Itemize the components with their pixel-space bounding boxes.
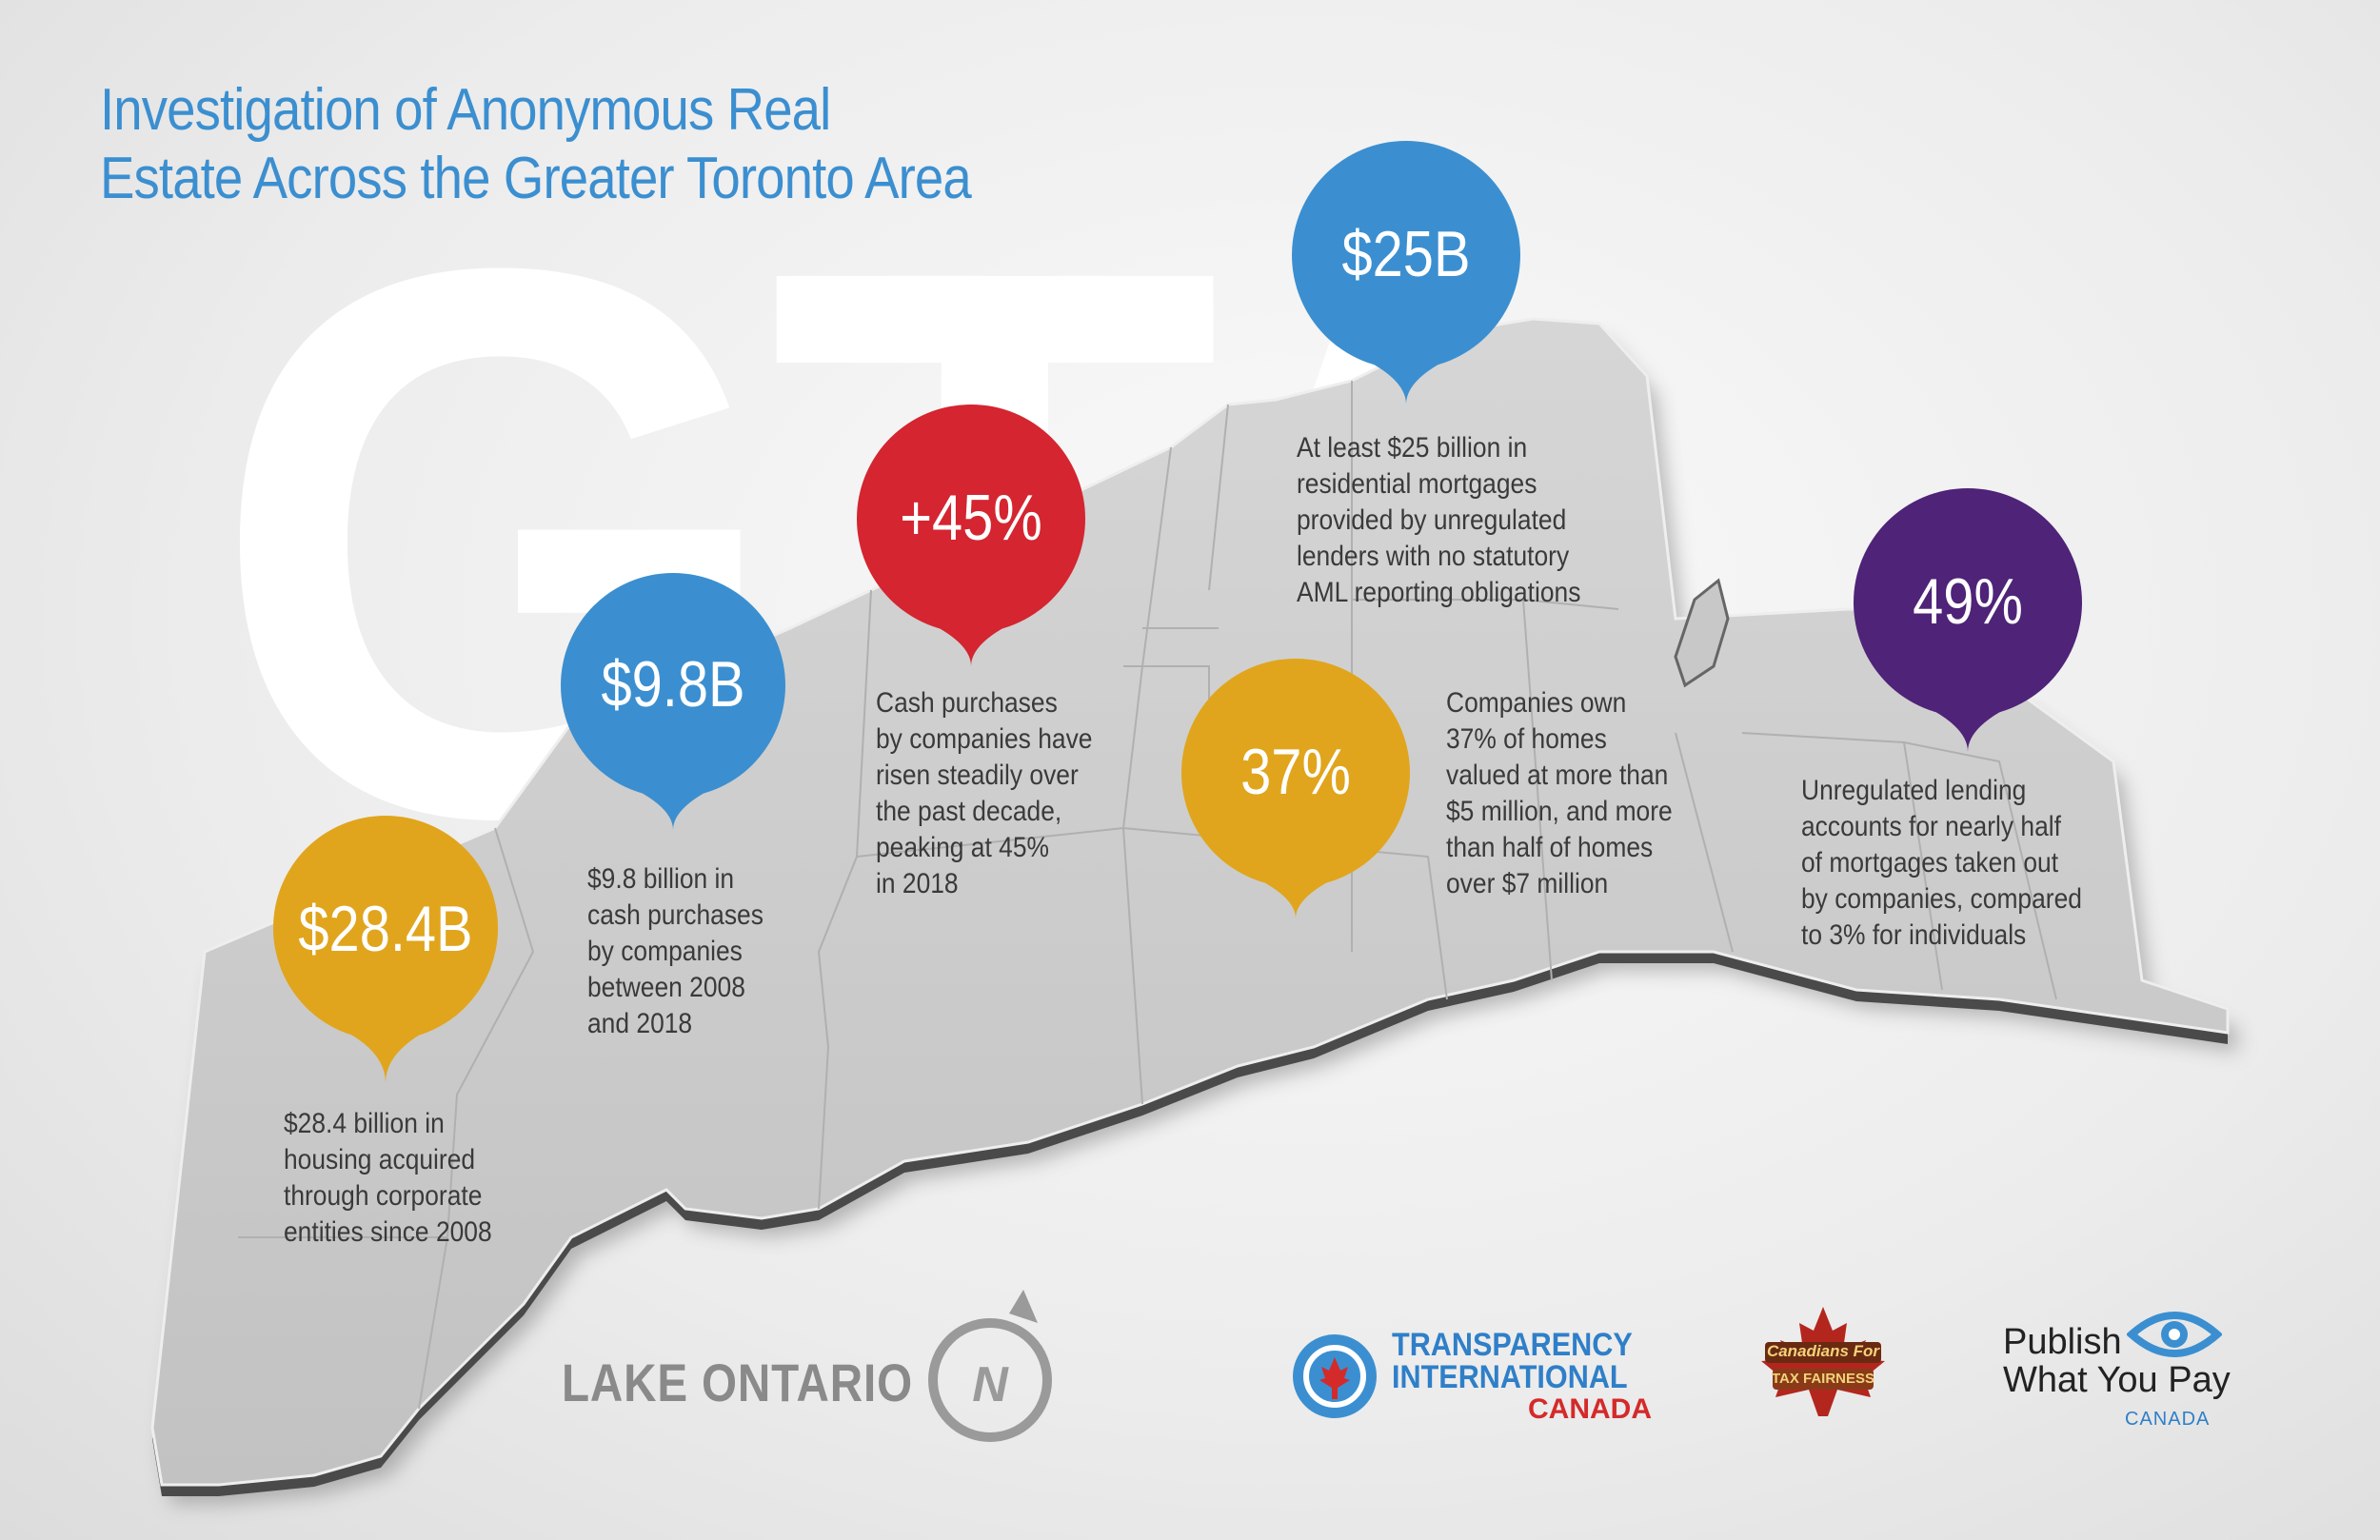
stat-value-5: 37% <box>1240 736 1351 808</box>
compass-letter: N <box>972 1357 1009 1412</box>
caption-line: $28.4 billion in <box>284 1108 445 1139</box>
ti-line-2: INTERNATIONAL <box>1392 1359 1628 1395</box>
caption-line: 37% of homes <box>1446 723 1607 755</box>
caption-line: lenders with no statutory <box>1297 541 1570 572</box>
title-line-2: Estate Across the Greater Toronto Area <box>100 146 972 211</box>
stat-caption-4: At least $25 billion in residential mort… <box>1297 430 1580 611</box>
title-line-1: Investigation of Anonymous Real <box>100 77 831 143</box>
pin-marker <box>1854 488 2082 717</box>
ti-globe-icon <box>1293 1334 1377 1418</box>
caption-line: risen steadily over <box>876 760 1079 791</box>
caption-line: entities since 2008 <box>284 1216 492 1248</box>
caption-line: valued at more than <box>1446 760 1669 791</box>
caption-line: by companies <box>587 936 743 967</box>
eye-icon <box>2127 1312 2222 1357</box>
cftf-line-2: TAX FAIRNESS <box>1771 1371 1875 1387</box>
stat-caption-6: Unregulated lending accounts for nearly … <box>1801 773 2082 954</box>
pwyp-line-3: CANADA <box>2125 1409 2211 1430</box>
pin-marker <box>1181 659 1410 887</box>
pin-tail <box>324 1020 447 1083</box>
stat-value-4: $25B <box>1341 218 1471 290</box>
caption-line: of mortgages taken out <box>1801 847 2059 879</box>
map-boundaries <box>238 381 2057 1410</box>
caption-line: through corporate <box>284 1180 483 1212</box>
ti-line-3: CANADA <box>1528 1393 1652 1425</box>
caption-line: residential mortgages <box>1297 468 1537 500</box>
stat-caption-1: $28.4 billion in housing acquired throug… <box>284 1106 492 1251</box>
stat-value-3: +45% <box>900 482 1042 554</box>
caption-line: peaking at 45% <box>876 832 1050 863</box>
compass-icon: N <box>928 1290 1052 1442</box>
pin-marker <box>857 405 1085 633</box>
caption-line: between 2008 <box>587 972 745 1003</box>
map-island <box>1674 578 1730 688</box>
pin-marker <box>561 573 785 798</box>
caption-line: than half of homes <box>1446 832 1654 863</box>
pin-marker <box>1292 141 1520 369</box>
canadians-for-tax-fairness-logo: Canadians For TAX FAIRNESS <box>1752 1302 1894 1426</box>
stat-value-6: 49% <box>1913 565 2023 638</box>
ti-line-1: TRANSPARENCY <box>1392 1327 1633 1363</box>
publish-what-you-pay-logo: Publish What You Pay CANADA <box>2003 1306 2251 1439</box>
stat-caption-5: Companies own 37% of homes valued at mor… <box>1446 685 1673 902</box>
caption-line: AML reporting obligations <box>1297 577 1581 608</box>
caption-line: accounts for nearly half <box>1801 811 2061 842</box>
caption-line: over $7 million <box>1446 868 1609 899</box>
page-title: Investigation of Anonymous Real Estate A… <box>100 76 1105 213</box>
caption-line: cash purchases <box>587 899 764 931</box>
caption-line: $9.8 billion in <box>587 863 735 895</box>
stat-caption-3: Cash purchases by companies have risen s… <box>876 685 1092 902</box>
map-region <box>150 317 2230 1487</box>
caption-line: $5 million, and more <box>1446 796 1673 827</box>
transparency-international-logo: TRANSPARENCY INTERNATIONAL CANADA <box>1287 1325 1652 1430</box>
pin-marker <box>273 816 498 1040</box>
caption-line: Companies own <box>1446 687 1627 719</box>
caption-line: Cash purchases <box>876 687 1058 719</box>
caption-line: the past decade, <box>876 796 1062 827</box>
caption-line: and 2018 <box>587 1008 693 1039</box>
maple-leaf-icon <box>1761 1307 1885 1416</box>
caption-line: by companies have <box>876 723 1093 755</box>
caption-line: provided by unregulated <box>1297 504 1567 536</box>
cftf-line-1: Canadians For <box>1766 1342 1880 1360</box>
pwyp-line-1: Publish <box>2003 1322 2122 1362</box>
stat-value-1: $28.4B <box>298 893 473 965</box>
caption-line: by companies, compared <box>1801 883 2082 915</box>
caption-line: At least $25 billion in <box>1297 432 1528 464</box>
stat-caption-2: $9.8 billion in cash purchases by compan… <box>587 861 764 1042</box>
caption-line: in 2018 <box>876 868 959 899</box>
caption-line: Unregulated lending <box>1801 775 2027 806</box>
caption-line: housing acquired <box>284 1144 476 1175</box>
stat-value-2: $9.8B <box>601 648 745 721</box>
lake-ontario-label: LAKE ONTARIO <box>562 1352 913 1412</box>
caption-line: to 3% for individuals <box>1801 919 2027 951</box>
pwyp-line-2: What You Pay <box>2003 1360 2231 1400</box>
